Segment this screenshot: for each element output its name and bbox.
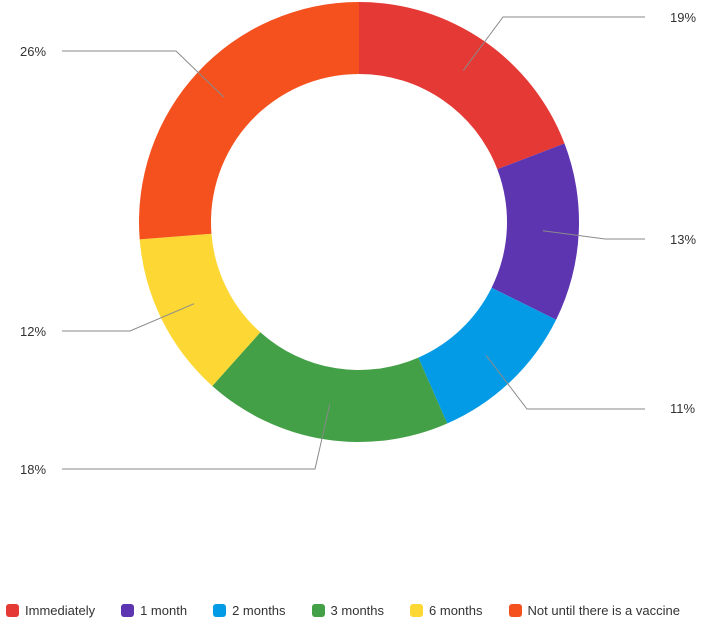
legend-label: 2 months: [232, 603, 286, 618]
leader-line-1-month: [542, 230, 645, 240]
data-label-immediately: 19%: [670, 10, 696, 25]
legend-swatch: [6, 604, 19, 617]
slice-6-months[interactable]: [139, 233, 261, 386]
legend-label: Immediately: [25, 603, 96, 618]
leader-line-6-months: [62, 303, 195, 332]
slice-1-month[interactable]: [491, 143, 579, 320]
slice-not-until-vaccine[interactable]: [139, 2, 359, 240]
data-label-6-months: 12%: [20, 324, 46, 339]
legend-swatch: [508, 604, 522, 617]
data-label-3-months: 18%: [20, 462, 46, 477]
leader-line-2-months: [485, 354, 645, 410]
leader-line-immediately: [462, 16, 645, 71]
leader-line-3-months: [62, 403, 331, 470]
legend-item-immediately[interactable]: Immediately: [6, 603, 95, 618]
legend-swatch: [311, 604, 325, 617]
leader-line-not-until-vaccine: [62, 50, 225, 98]
legend-item-6-months[interactable]: 6 months: [410, 603, 483, 618]
legend-swatch: [410, 604, 424, 617]
slice-immediately[interactable]: [359, 2, 565, 170]
slice-2-months[interactable]: [418, 287, 557, 424]
legend-item-1-month[interactable]: 1 month: [121, 603, 187, 618]
data-label-not-until-vaccine: 26%: [20, 44, 46, 59]
legend-item-3-months[interactable]: 3 months: [311, 603, 385, 618]
data-label-2-months: 11%: [670, 401, 695, 416]
legend-label: Not until there is a vaccine: [527, 603, 680, 618]
legend-label: 6 months: [429, 603, 483, 618]
legend-swatch: [121, 604, 135, 617]
legend-label: 1 month: [140, 603, 188, 618]
legend-item-2-months[interactable]: 2 months: [213, 603, 286, 618]
data-label-1-month: 13%: [670, 232, 696, 247]
slice-3-months[interactable]: [212, 332, 448, 442]
legend-swatch: [213, 604, 227, 617]
legend-item-not-until-vaccine[interactable]: Not until there is a vaccine: [508, 603, 680, 618]
chart-legend: Immediately 1 month 2 months 3 months 6 …: [6, 603, 680, 618]
legend-label: 3 months: [330, 603, 385, 618]
